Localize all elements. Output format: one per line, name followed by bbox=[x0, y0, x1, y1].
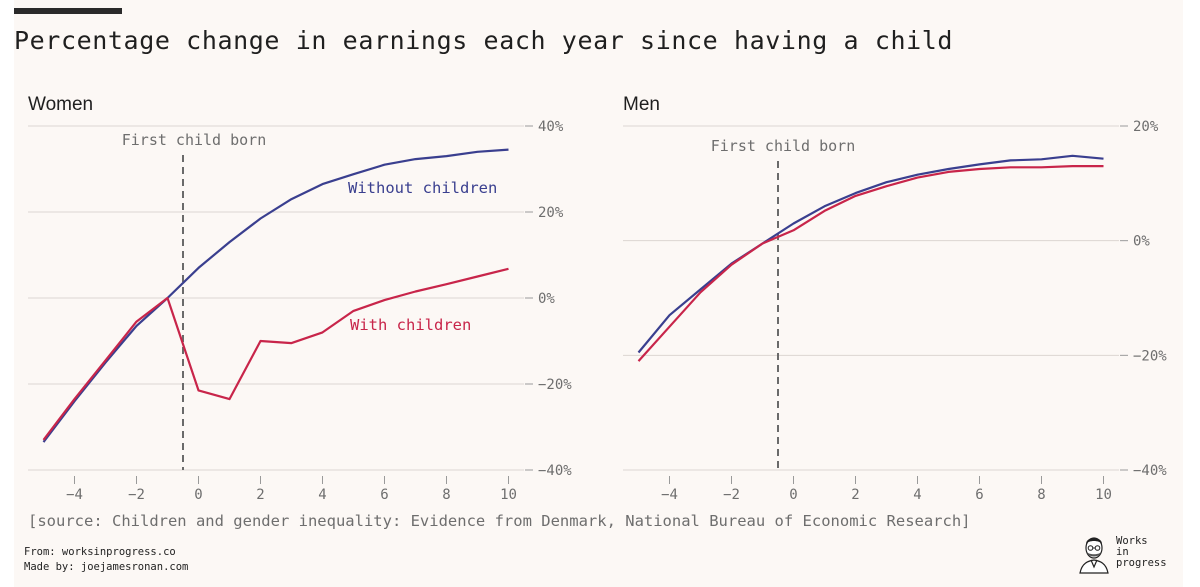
women-y-tick-label: 40% bbox=[538, 119, 564, 135]
title-accent-bar bbox=[14, 8, 122, 14]
logo-wordmark: Works in progress bbox=[1116, 536, 1176, 569]
women-series-without-children-line bbox=[42, 148, 509, 443]
credit-made-by: Made by: joejamesronan.com bbox=[24, 561, 189, 573]
men-y-tick-label: 0% bbox=[1133, 234, 1150, 250]
logo-line-1: Works bbox=[1116, 535, 1148, 547]
women-first-child-annotation: First child born bbox=[122, 131, 267, 149]
right-margin bbox=[1183, 0, 1200, 587]
chart-title: Percentage change in earnings each year … bbox=[14, 26, 954, 55]
men-y-tick-label: 20% bbox=[1133, 119, 1159, 135]
men-x-tick-label: 8 bbox=[1037, 487, 1045, 503]
men-x-tick-label: 4 bbox=[913, 487, 921, 503]
women-legend-without-children: Without children bbox=[348, 179, 497, 197]
women-x-tick-label: 0 bbox=[194, 487, 202, 503]
left-margin bbox=[0, 0, 14, 587]
women-x-tick-label: −4 bbox=[66, 487, 83, 503]
men-x-tick-label: 0 bbox=[789, 487, 797, 503]
panel-title-women: Women bbox=[28, 94, 94, 115]
men-x-tick-label: 2 bbox=[851, 487, 859, 503]
men-y-tick-label: −20% bbox=[1133, 348, 1167, 364]
panel-title-men: Men bbox=[623, 94, 660, 115]
men-series-without-children-line bbox=[637, 154, 1104, 354]
women-x-tick-label: 6 bbox=[380, 487, 388, 503]
logo-line-2: in bbox=[1116, 546, 1129, 558]
logo-line-3: progress bbox=[1116, 557, 1167, 569]
women-y-tick-label: 20% bbox=[538, 205, 564, 221]
women-y-tick-label: 0% bbox=[538, 291, 555, 307]
men-x-tick-label: 6 bbox=[975, 487, 983, 503]
women-y-tick-label: −40% bbox=[538, 463, 572, 479]
chart-background bbox=[14, 0, 1183, 587]
men-y-tick-label: −40% bbox=[1133, 463, 1167, 479]
men-series-with-children-line bbox=[637, 165, 1104, 362]
men-x-tick-label: −2 bbox=[723, 487, 740, 503]
men-x-tick-label: 10 bbox=[1095, 487, 1112, 503]
men-first-child-annotation: First child born bbox=[711, 137, 856, 155]
women-x-tick-label: 8 bbox=[442, 487, 450, 503]
women-x-tick-label: 2 bbox=[256, 487, 264, 503]
women-legend-with-children: With children bbox=[350, 316, 471, 334]
source-citation: [source: Children and gender inequality:… bbox=[28, 512, 971, 530]
women-x-tick-label: 10 bbox=[500, 487, 517, 503]
men-x-tick-label: −4 bbox=[661, 487, 678, 503]
women-x-tick-label: 4 bbox=[318, 487, 326, 503]
women-series-with-children-line bbox=[42, 267, 509, 441]
women-y-tick-label: −20% bbox=[538, 377, 572, 393]
credit-from: From: worksinprogress.co bbox=[24, 546, 176, 558]
women-x-tick-label: −2 bbox=[128, 487, 145, 503]
person-portrait-icon bbox=[1074, 530, 1114, 578]
